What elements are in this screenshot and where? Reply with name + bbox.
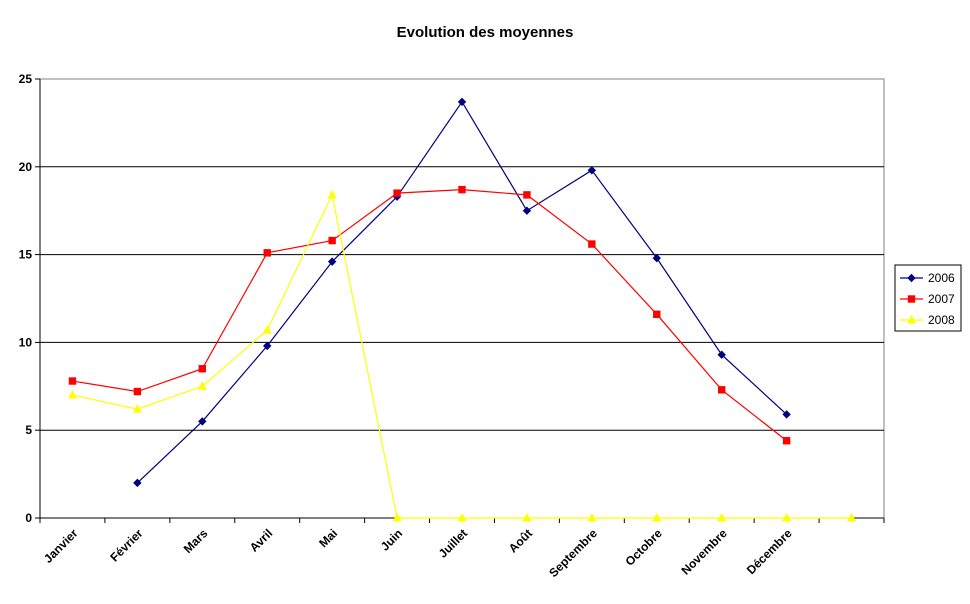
gridlines: [40, 166, 884, 431]
data-point: [457, 97, 467, 107]
legend-item: 2008: [900, 313, 955, 327]
y-axis: 0 5 10 15 20 25: [19, 72, 41, 525]
data-point: [717, 512, 727, 522]
x-tick-label: Décembre: [744, 526, 795, 577]
data-point: [197, 381, 207, 390]
data-point: [653, 310, 661, 319]
data-point: [522, 206, 532, 215]
x-tick-label: Mai: [316, 526, 340, 550]
legend-marker: [906, 314, 917, 324]
plot-area: [39, 78, 885, 519]
x-tick-label: Août: [506, 526, 535, 555]
x-tick-label: Novembre: [678, 526, 730, 578]
legend-label: 2006: [928, 271, 955, 285]
data-point: [132, 404, 143, 413]
legend-label: 2007: [928, 292, 955, 306]
x-tick-label: Février: [107, 526, 145, 564]
data-point: [458, 185, 466, 194]
data-point: [263, 249, 271, 257]
data-point: [717, 350, 726, 359]
y-tick-label: 0: [25, 511, 32, 525]
y-tick-label: 10: [19, 335, 33, 349]
legend-item: 2006: [900, 271, 955, 285]
x-axis: Janvier Février Mars Avril Mai Juin Juillet Aoû…: [39, 517, 885, 580]
x-tick-label: Janvier: [41, 526, 81, 566]
data-point: [782, 410, 791, 419]
chart-title: Evolution des moyennes: [397, 24, 574, 41]
series-2008: [67, 189, 857, 522]
legend-label: 2008: [928, 313, 955, 327]
series-group: [67, 97, 857, 522]
x-tick-label: Juin: [378, 526, 405, 553]
legend: 2006 2007 2008: [894, 264, 962, 332]
data-point: [328, 236, 336, 245]
data-point: [587, 166, 597, 175]
data-point: [133, 387, 142, 396]
data-point: [717, 386, 726, 394]
y-tick-label: 20: [19, 160, 33, 174]
data-point: [781, 512, 792, 522]
data-point: [392, 512, 402, 522]
data-point: [327, 257, 337, 266]
data-point: [198, 365, 207, 373]
data-point: [523, 191, 531, 199]
y-tick-label: 25: [19, 72, 33, 86]
x-tick-label: Mars: [181, 526, 211, 556]
data-point: [522, 512, 532, 522]
data-point: [198, 417, 207, 426]
series-line: [72, 189, 787, 442]
data-point: [393, 189, 401, 197]
data-point: [133, 478, 142, 488]
data-point: [588, 240, 596, 248]
legend-marker: [907, 273, 916, 283]
data-point: [652, 253, 661, 263]
data-point: [457, 512, 467, 522]
data-point: [587, 512, 597, 522]
x-tick-label: Avril: [247, 526, 275, 554]
data-point: [782, 437, 791, 445]
x-tick-label: Juillet: [436, 526, 470, 560]
x-tick-label: Septembre: [546, 526, 600, 580]
series-2007: [68, 185, 791, 445]
data-point: [68, 377, 77, 385]
legend-marker: [907, 295, 916, 303]
data-point: [263, 341, 272, 351]
legend-item: 2007: [900, 292, 955, 306]
y-tick-label: 5: [25, 423, 32, 437]
data-point: [327, 189, 337, 199]
data-point: [67, 390, 78, 399]
data-point: [262, 325, 272, 334]
x-tick-label: Octobre: [622, 526, 665, 569]
data-point: [846, 512, 857, 522]
y-tick-label: 15: [19, 248, 33, 262]
data-point: [652, 512, 662, 522]
